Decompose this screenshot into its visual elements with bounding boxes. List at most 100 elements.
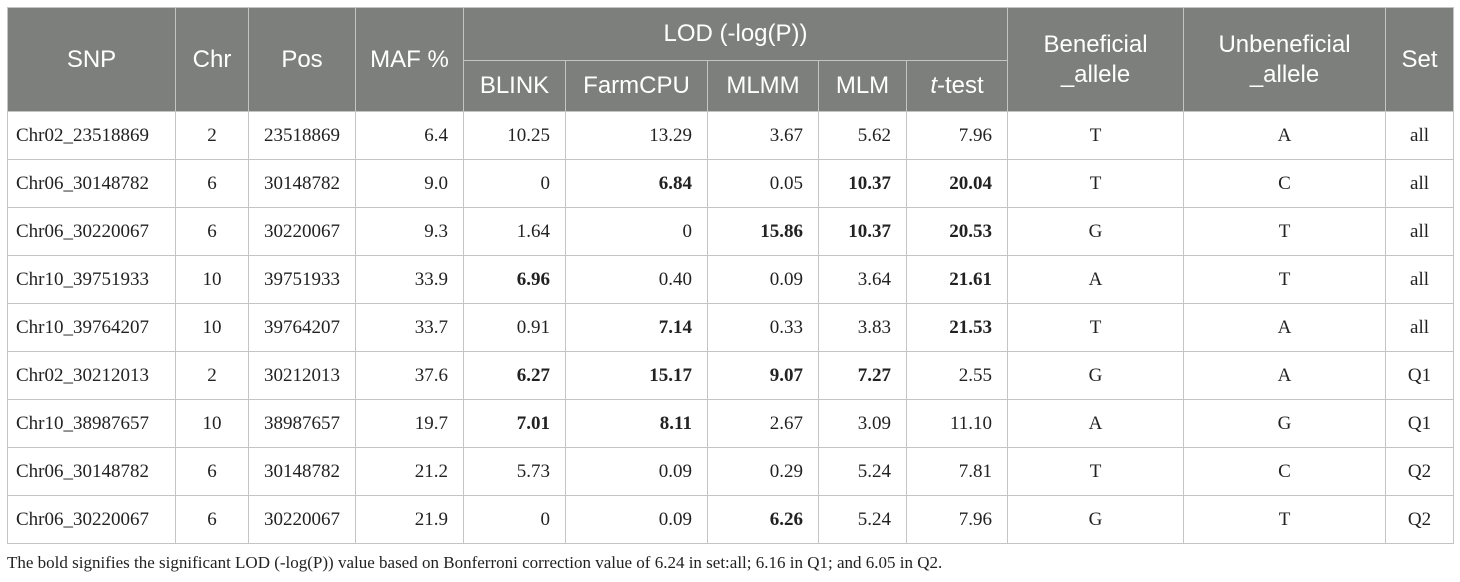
cell-beneficial: T <box>1007 447 1185 496</box>
cell-mlmm: 2.67 <box>707 399 819 448</box>
cell-snp: Chr10_39764207 <box>7 303 176 352</box>
results-table: SNP Chr Pos MAF % LOD (-log(P)) Benefici… <box>7 7 1455 544</box>
cell-maf: 19.7 <box>355 399 464 448</box>
cell-ttest: 2.55 <box>905 351 1009 400</box>
header-mlmm: MLMM <box>707 60 819 112</box>
cell-farmcpu: 0 <box>565 207 708 256</box>
cell-mlm: 3.09 <box>818 399 907 448</box>
cell-beneficial: T <box>1007 303 1185 352</box>
cell-maf: 33.7 <box>355 303 464 352</box>
header-blink: BLINK <box>463 60 566 112</box>
header-ttest-italic: t <box>930 72 937 99</box>
cell-blink: 6.96 <box>463 255 566 304</box>
header-mlm: MLM <box>818 60 907 112</box>
cell-chr: 6 <box>175 207 249 256</box>
cell-blink: 6.27 <box>463 351 566 400</box>
cell-unbeneficial: T <box>1183 207 1387 256</box>
cell-chr: 2 <box>175 111 249 160</box>
cell-unbeneficial: C <box>1183 159 1387 208</box>
cell-set: all <box>1385 303 1455 352</box>
cell-mlm: 10.37 <box>818 159 907 208</box>
cell-blink: 0 <box>463 159 566 208</box>
header-unbeneficial-line1: Unbeneficial <box>1218 30 1351 58</box>
header-beneficial-line2: _allele <box>1060 60 1131 88</box>
cell-snp: Chr06_30220067 <box>7 207 176 256</box>
cell-mlmm: 0.09 <box>707 255 819 304</box>
cell-farmcpu: 0.09 <box>565 447 708 496</box>
cell-pos: 39751933 <box>248 255 356 304</box>
cell-farmcpu: 7.14 <box>565 303 708 352</box>
header-beneficial-line1: Beneficial <box>1043 30 1148 58</box>
cell-ttest: 11.10 <box>905 399 1009 448</box>
cell-set: Q2 <box>1385 495 1455 544</box>
cell-pos: 38987657 <box>248 399 356 448</box>
cell-chr: 6 <box>175 159 249 208</box>
cell-pos: 30148782 <box>248 159 356 208</box>
cell-blink: 0.91 <box>463 303 566 352</box>
cell-mlmm: 0.05 <box>707 159 819 208</box>
cell-snp: Chr10_39751933 <box>7 255 176 304</box>
header-ttest: t-test <box>905 60 1009 112</box>
cell-unbeneficial: A <box>1183 351 1387 400</box>
table-row: Chr06_30220067 6 30220067 9.3 1.64 0 15.86 10.3… <box>7 207 1455 256</box>
header-snp: SNP <box>7 7 176 112</box>
cell-maf: 21.9 <box>355 495 464 544</box>
table-row: Chr06_30220067 6 30220067 21.9 0 0.09 6.26 5.24… <box>7 495 1455 544</box>
cell-maf: 9.0 <box>355 159 464 208</box>
cell-beneficial: G <box>1007 351 1185 400</box>
cell-ttest: 21.61 <box>905 255 1009 304</box>
cell-set: Q2 <box>1385 447 1455 496</box>
cell-farmcpu: 13.29 <box>565 111 708 160</box>
table-row: Chr02_30212013 2 30212013 37.6 6.27 15.17 9.07… <box>7 351 1455 400</box>
cell-ttest: 20.04 <box>905 159 1009 208</box>
cell-set: all <box>1385 159 1455 208</box>
cell-set: all <box>1385 255 1455 304</box>
cell-farmcpu: 8.11 <box>565 399 708 448</box>
table-row: Chr10_38987657 10 38987657 19.7 7.01 8.11 2.67… <box>7 399 1455 448</box>
cell-blink: 10.25 <box>463 111 566 160</box>
cell-snp: Chr06_30148782 <box>7 447 176 496</box>
cell-mlmm: 3.67 <box>707 111 819 160</box>
table-row: Chr06_30148782 6 30148782 21.2 5.73 0.09 0.29 5… <box>7 447 1455 496</box>
header-set: Set <box>1385 7 1455 112</box>
cell-set: Q1 <box>1385 399 1455 448</box>
cell-mlm: 3.83 <box>818 303 907 352</box>
cell-unbeneficial: A <box>1183 303 1387 352</box>
cell-mlm: 10.37 <box>818 207 907 256</box>
header-maf: MAF % <box>355 7 464 112</box>
table-footnote: The bold signifies the significant LOD (… <box>7 553 943 572</box>
cell-mlm: 5.62 <box>818 111 907 160</box>
cell-farmcpu: 0.09 <box>565 495 708 544</box>
cell-farmcpu: 15.17 <box>565 351 708 400</box>
header-chr: Chr <box>175 7 249 112</box>
cell-snp: Chr06_30220067 <box>7 495 176 544</box>
cell-ttest: 20.53 <box>905 207 1009 256</box>
header-lod-group: LOD (-log(P)) <box>462 7 1009 61</box>
cell-blink: 1.64 <box>463 207 566 256</box>
cell-pos: 30220067 <box>248 495 356 544</box>
cell-mlm: 3.64 <box>818 255 907 304</box>
cell-blink: 5.73 <box>463 447 566 496</box>
table-row: Chr10_39764207 10 39764207 33.7 0.91 7.14 0.33… <box>7 303 1455 352</box>
cell-mlmm: 6.26 <box>707 495 819 544</box>
cell-chr: 6 <box>175 495 249 544</box>
cell-unbeneficial: C <box>1183 447 1387 496</box>
cell-mlmm: 0.29 <box>707 447 819 496</box>
cell-snp: Chr02_30212013 <box>7 351 176 400</box>
cell-ttest: 21.53 <box>905 303 1009 352</box>
cell-mlmm: 15.86 <box>707 207 819 256</box>
cell-maf: 33.9 <box>355 255 464 304</box>
cell-beneficial: A <box>1007 399 1185 448</box>
cell-beneficial: G <box>1007 207 1185 256</box>
cell-chr: 6 <box>175 447 249 496</box>
cell-mlm: 5.24 <box>818 447 907 496</box>
cell-maf: 6.4 <box>355 111 464 160</box>
cell-ttest: 7.96 <box>905 111 1009 160</box>
cell-snp: Chr10_38987657 <box>7 399 176 448</box>
cell-maf: 21.2 <box>355 447 464 496</box>
cell-pos: 39764207 <box>248 303 356 352</box>
cell-blink: 7.01 <box>463 399 566 448</box>
cell-unbeneficial: T <box>1183 255 1387 304</box>
cell-set: Q1 <box>1385 351 1455 400</box>
cell-pos: 30148782 <box>248 447 356 496</box>
